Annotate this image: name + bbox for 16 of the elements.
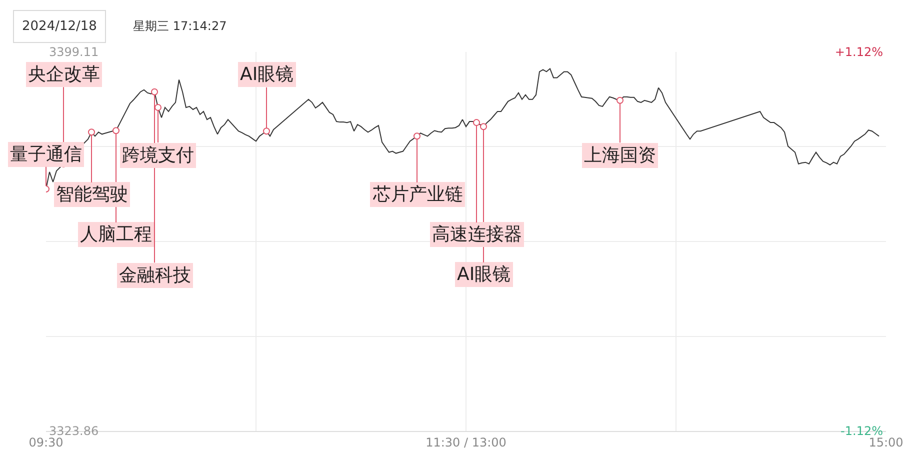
annotation: 芯片产业链 (372, 184, 463, 205)
annotation: 上海国资 (584, 145, 656, 166)
annotation: 央企改革 (28, 64, 100, 85)
annotation: 高速连接器 (432, 224, 522, 245)
text: 2024/12/18 (22, 19, 97, 34)
annotation: AI眼镜 (457, 264, 511, 285)
y-tick-label: 3399.11 (49, 45, 99, 60)
annotation: 量子通信 (10, 144, 82, 165)
x-tick-label: 11:30 / 13:00 (426, 435, 506, 450)
annotation: 跨境支付 (122, 145, 194, 166)
text: 星期三 17:14:27 (133, 19, 227, 33)
annotation: 人脑工程 (80, 224, 152, 245)
annotation: 智能驾驶 (56, 184, 128, 205)
annotation: 金融科技 (119, 265, 191, 286)
annotation: AI眼镜 (240, 64, 294, 85)
y2-tick-label: +1.12% (834, 45, 883, 60)
